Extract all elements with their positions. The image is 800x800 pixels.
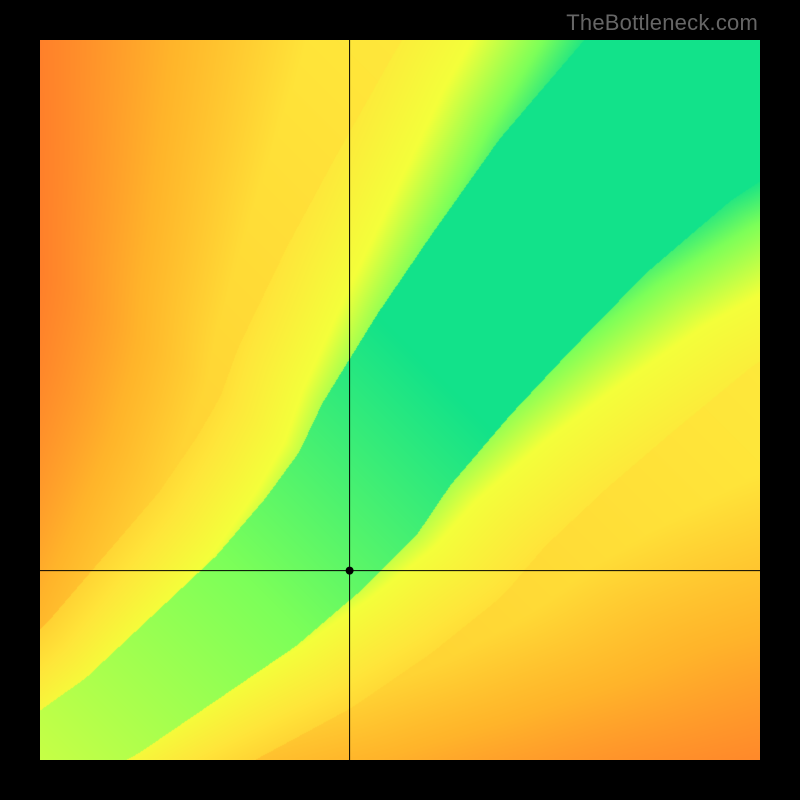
watermark-text: TheBottleneck.com [566, 10, 758, 36]
chart-root: TheBottleneck.com [0, 0, 800, 800]
heatmap-canvas [40, 40, 760, 760]
plot-area [40, 40, 760, 760]
